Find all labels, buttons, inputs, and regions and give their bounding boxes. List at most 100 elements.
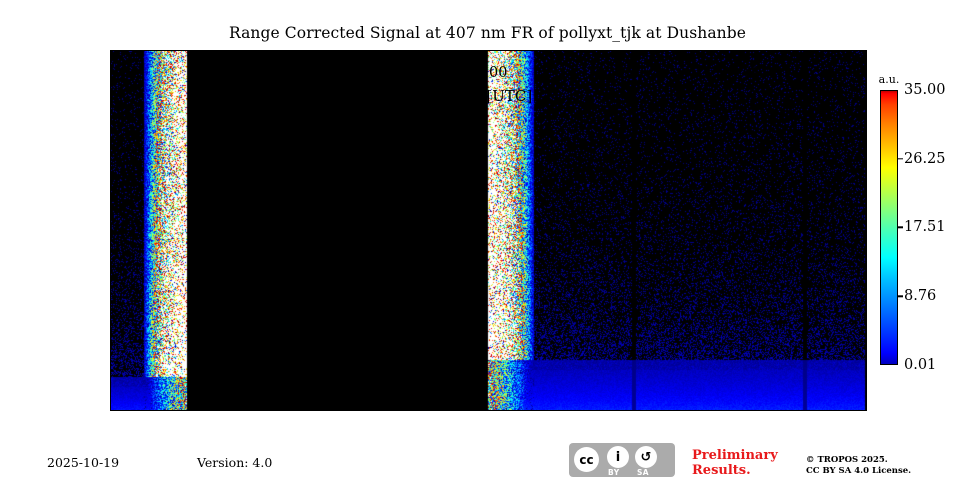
y-tick-mark-minor (110, 310, 111, 311)
x-tick-mark-minor (803, 50, 804, 51)
x-tick-mark-minor (422, 50, 423, 51)
colorbar-tick-label: 8.76 (904, 288, 937, 305)
y-tick-mark-minor (110, 59, 111, 60)
y-tick-mark-minor (110, 128, 111, 129)
copyright-line-2: CC BY SA 4.0 License. (806, 466, 912, 476)
footer-version: Version: 4.0 (197, 455, 273, 470)
y-tick-mark (866, 378, 867, 379)
x-tick-mark (359, 410, 360, 411)
creative-commons-license-icon[interactable]: cc i ↺ BY SA (569, 443, 675, 477)
y-tick-mark-minor (866, 82, 867, 83)
x-tick-mark-minor (454, 410, 455, 411)
x-tick-mark (486, 410, 487, 411)
y-tick-mark (866, 242, 867, 243)
colorbar-gradient (880, 90, 898, 365)
preliminary-results-notice: Preliminary Results. (692, 448, 792, 478)
y-tick-mark-minor (866, 264, 867, 265)
y-tick-mark (866, 287, 867, 288)
y-tick-mark-minor (866, 128, 867, 129)
x-tick-mark-minor (200, 410, 201, 411)
y-tick-mark-minor (110, 219, 111, 220)
x-tick-mark-minor (327, 410, 328, 411)
x-tick-label: 08:00 (338, 65, 381, 81)
x-axis-label: Time [UTC] (443, 87, 533, 105)
colorbar-tick-mark (898, 295, 903, 297)
x-tick-mark-minor (708, 50, 709, 51)
preliminary-line-2: Results. (692, 462, 751, 478)
x-tick-mark-minor (264, 50, 265, 51)
y-tick-mark-minor (110, 356, 111, 357)
x-tick-mark-minor (676, 410, 677, 411)
x-tick-mark (613, 50, 614, 51)
y-tick-mark (110, 105, 111, 106)
x-tick-mark (232, 410, 233, 411)
y-tick-mark (866, 105, 867, 106)
y-tick-mark (110, 287, 111, 288)
colorbar[interactable]: a.u. 35.00 26.25 17.51 8.76 0.01 (879, 73, 946, 373)
copyright-notice: © TROPOS 2025. CC BY SA 4.0 License. (806, 455, 911, 477)
x-tick-mark-minor (137, 50, 138, 51)
x-tick-mark-minor (168, 410, 169, 411)
x-tick-mark (486, 50, 487, 51)
x-tick-mark-minor (835, 410, 836, 411)
x-tick-mark-minor (581, 410, 582, 411)
x-tick-mark-minor (549, 50, 550, 51)
colorbar-unit-label: a.u. (878, 73, 900, 86)
x-tick-mark (359, 50, 360, 51)
y-tick-mark (110, 242, 111, 243)
preliminary-line-1: Preliminary (692, 448, 778, 463)
y-tick-mark (866, 196, 867, 197)
y-tick-mark-minor (866, 356, 867, 357)
x-tick-mark-minor (803, 410, 804, 411)
x-tick-mark-minor (676, 50, 677, 51)
y-tick-mark (110, 378, 111, 379)
y-tick-mark (110, 333, 111, 334)
cc-by-glyph: i (607, 446, 629, 468)
x-tick-mark-minor (549, 410, 550, 411)
colorbar-tick-label: 17.51 (904, 219, 946, 236)
x-tick-mark-minor (200, 50, 201, 51)
x-tick-mark-minor (391, 410, 392, 411)
x-tick-label: 12:00 (465, 65, 508, 81)
y-tick-mark-minor (110, 264, 111, 265)
y-tick-mark-minor (110, 82, 111, 83)
colorbar-tick-label: 26.25 (904, 150, 946, 167)
cc-sa-label: SA (637, 468, 650, 477)
x-tick-mark-minor (581, 50, 582, 51)
copyright-line-1: © TROPOS 2025. (806, 455, 888, 465)
cc-sa-glyph: ↺ (635, 446, 657, 468)
y-tick-mark-minor (866, 219, 867, 220)
y-tick-mark-minor (866, 173, 867, 174)
x-tick-mark (740, 410, 741, 411)
colorbar-tick-label: 0.01 (904, 357, 937, 373)
heatmap-plot-area[interactable]: Height [km] Time [UTC] 2.55.07.510.012.5… (110, 50, 867, 411)
cc-by-label: BY (608, 468, 620, 477)
y-tick-mark-minor (866, 59, 867, 60)
x-tick-mark-minor (327, 50, 328, 51)
x-tick-mark-minor (835, 50, 836, 51)
x-tick-mark-minor (772, 410, 773, 411)
x-tick-mark-minor (264, 410, 265, 411)
y-tick-mark (866, 151, 867, 152)
x-tick-mark-minor (295, 410, 296, 411)
y-tick-mark (110, 151, 111, 152)
x-tick-mark (232, 50, 233, 51)
x-tick-mark-minor (295, 50, 296, 51)
x-tick-label: 04:00 (211, 65, 254, 81)
y-tick-mark (866, 333, 867, 334)
y-tick-mark (110, 196, 111, 197)
x-tick-mark-minor (645, 50, 646, 51)
x-tick-mark (613, 410, 614, 411)
heatmap-pixels (111, 51, 866, 410)
x-tick-mark-minor (772, 50, 773, 51)
y-tick-mark-minor (866, 310, 867, 311)
x-tick-mark-minor (422, 410, 423, 411)
x-tick-label: 20:00 (719, 65, 762, 81)
x-tick-mark-minor (137, 410, 138, 411)
x-tick-mark-minor (518, 410, 519, 411)
chart-title: Range Corrected Signal at 407 nm FR of p… (228, 24, 747, 42)
x-tick-mark-minor (454, 50, 455, 51)
x-tick-label: 16:00 (592, 65, 635, 81)
x-tick-mark-minor (391, 50, 392, 51)
